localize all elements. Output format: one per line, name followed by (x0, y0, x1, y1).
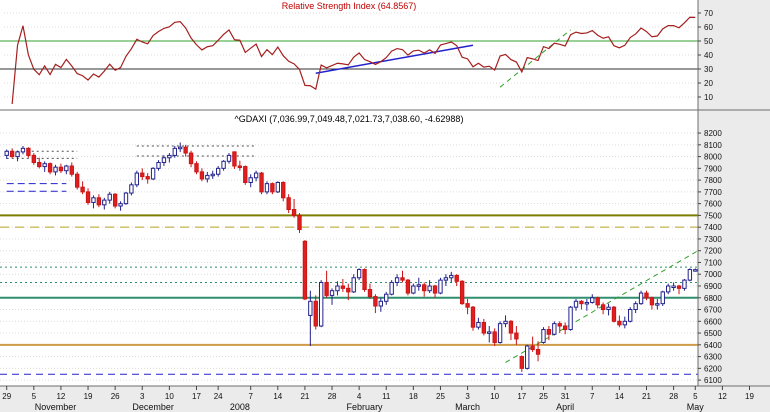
candlestick-series (4, 142, 698, 372)
svg-text:10: 10 (704, 93, 713, 102)
svg-text:50: 50 (704, 37, 713, 46)
svg-text:April: April (556, 402, 574, 412)
svg-text:7500: 7500 (704, 211, 722, 220)
svg-text:6300: 6300 (704, 353, 722, 362)
svg-text:3: 3 (465, 392, 470, 401)
svg-text:25: 25 (436, 392, 445, 401)
y-axis-strip (698, 0, 770, 412)
y-axis-labels: 8200 8100 8000 7900 7800 7700 7600 7500 7400 7300… (698, 9, 722, 385)
svg-text:7300: 7300 (704, 235, 722, 244)
svg-text:8000: 8000 (704, 153, 722, 162)
svg-text:19: 19 (745, 392, 754, 401)
svg-text:November: November (35, 402, 77, 412)
svg-text:28: 28 (328, 392, 337, 401)
svg-text:8200: 8200 (704, 129, 722, 138)
svg-text:7200: 7200 (704, 247, 722, 256)
svg-text:7400: 7400 (704, 223, 722, 232)
svg-text:6100: 6100 (704, 376, 722, 385)
svg-text:19: 19 (84, 392, 93, 401)
svg-text:40: 40 (704, 51, 713, 60)
svg-text:6200: 6200 (704, 364, 722, 373)
svg-text:7000: 7000 (704, 270, 722, 279)
svg-text:31: 31 (561, 392, 570, 401)
svg-text:6500: 6500 (704, 329, 722, 338)
svg-text:21: 21 (642, 392, 651, 401)
svg-text:70: 70 (704, 9, 713, 18)
svg-text:8100: 8100 (704, 141, 722, 150)
svg-text:29: 29 (2, 392, 11, 401)
svg-text:5: 5 (693, 392, 698, 401)
svg-text:3: 3 (140, 392, 145, 401)
svg-text:4: 4 (357, 392, 362, 401)
svg-text:7800: 7800 (704, 176, 722, 185)
svg-text:May: May (687, 402, 705, 412)
svg-text:2008: 2008 (230, 402, 250, 412)
svg-text:14: 14 (615, 392, 624, 401)
svg-text:December: December (132, 402, 174, 412)
svg-text:11: 11 (382, 392, 391, 401)
svg-text:7700: 7700 (704, 188, 722, 197)
svg-text:14: 14 (273, 392, 282, 401)
svg-text:March: March (455, 402, 480, 412)
svg-text:6700: 6700 (704, 306, 722, 315)
svg-text:10: 10 (490, 392, 499, 401)
svg-text:6400: 6400 (704, 341, 722, 350)
svg-text:17: 17 (517, 392, 526, 401)
svg-text:60: 60 (704, 23, 713, 32)
rsi-line (11, 16, 696, 105)
x-axis-strip (0, 386, 770, 412)
svg-text:25: 25 (539, 392, 548, 401)
svg-text:6900: 6900 (704, 282, 722, 291)
svg-text:7: 7 (590, 392, 595, 401)
svg-text:28: 28 (669, 392, 678, 401)
rsi-level-lines (0, 40, 698, 70)
svg-text:24: 24 (214, 392, 223, 401)
svg-text:7600: 7600 (704, 200, 722, 209)
svg-text:26: 26 (111, 392, 120, 401)
svg-text:6800: 6800 (704, 294, 722, 303)
svg-text:12: 12 (718, 392, 727, 401)
svg-text:5: 5 (32, 392, 37, 401)
svg-text:12: 12 (56, 392, 65, 401)
svg-text:10: 10 (165, 392, 174, 401)
svg-text:7900: 7900 (704, 164, 722, 173)
svg-text:30: 30 (704, 65, 713, 74)
svg-text:18: 18 (409, 392, 418, 401)
svg-text:21: 21 (300, 392, 309, 401)
svg-text:7100: 7100 (704, 258, 722, 267)
rsi-trendlines (315, 29, 571, 88)
x-axis-labels: 29 5 12 19 26 3 10 17 24 7 14 21 28 4 11 18 25 3 10 17 25 31 7… (2, 386, 755, 412)
svg-text:20: 20 (704, 79, 713, 88)
svg-text:February: February (347, 402, 384, 412)
svg-text:17: 17 (192, 392, 201, 401)
price-level-lines (0, 145, 698, 375)
svg-text:6600: 6600 (704, 317, 722, 326)
svg-text:7: 7 (248, 392, 253, 401)
